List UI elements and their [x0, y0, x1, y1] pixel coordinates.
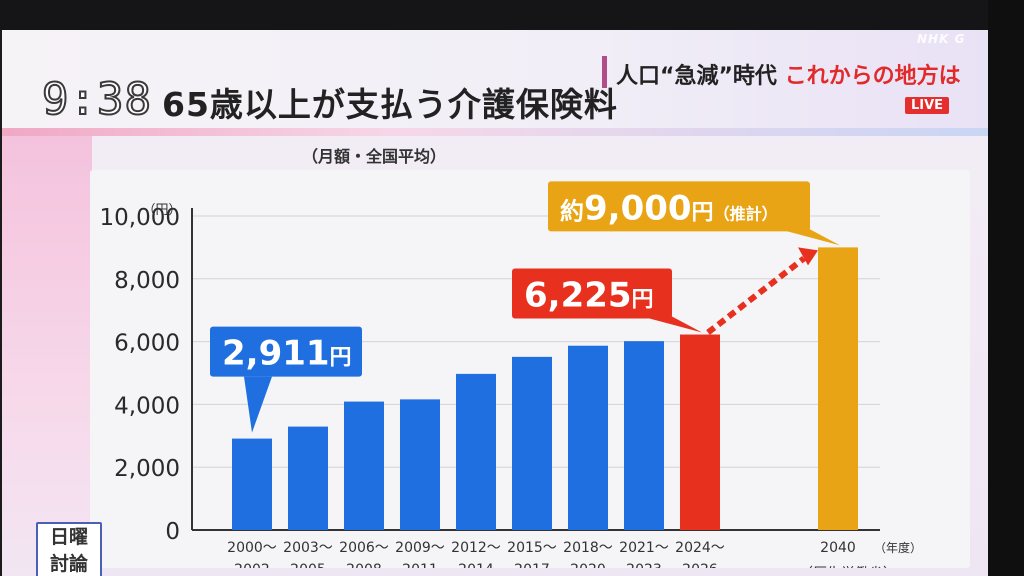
broadcast-clock: 9:38 — [41, 73, 152, 126]
x-tick-label: 2006～ — [339, 540, 389, 556]
x-tick-label: 2023 — [626, 562, 662, 568]
tv-bezel-top — [0, 0, 1024, 30]
x-tick-label: 2005 — [290, 562, 326, 568]
callout-pointer — [642, 316, 702, 333]
callout-box — [548, 181, 810, 232]
program-label: 日曜 討論 — [36, 522, 102, 576]
topic-text: 人口“急減”時代 これからの地方は — [616, 58, 961, 90]
callout-box — [512, 268, 672, 319]
live-badge: LIVE — [905, 97, 950, 114]
bar — [624, 341, 664, 530]
x-tick-label: 2009～ — [395, 540, 445, 556]
chart-panel: 0 2,000 4,000 6,000 8,000 10,000（円） 2000～ 2002 2… — [90, 170, 970, 568]
bar — [568, 345, 608, 530]
page-title: 65歳以上が支払う介護保険料 — [162, 85, 618, 124]
program-label-line2: 討論 — [49, 553, 88, 575]
bar — [288, 426, 328, 530]
y-tick-label: 8,000 — [114, 268, 180, 294]
side-decoration — [2, 136, 92, 576]
tv-screen: 9:38 65歳以上が支払う介護保険料 （月額・全国平均） 人口“急減”時代 こ… — [2, 30, 988, 576]
callout-label: 約9,000円（推計） — [560, 188, 778, 228]
x-tick-label: 2020 — [570, 562, 606, 568]
x-tick-label: 2017 — [514, 562, 550, 568]
x-tick-label: 2014 — [458, 562, 494, 568]
channel-logo: NHK G — [917, 32, 966, 46]
topic-prefix: 人口“急減”時代 — [616, 64, 777, 89]
chart-subtitle: （月額・全国平均） — [302, 147, 447, 166]
callout-prefix: 約 — [560, 197, 584, 225]
topic-banner: 人口“急減”時代 これからの地方は — [602, 52, 988, 94]
y-tick-label: 6,000 — [114, 331, 180, 357]
callout-unit: 円 — [632, 288, 654, 313]
x-tick-label: 2015～ — [507, 540, 557, 556]
y-axis-unit: （円） — [142, 203, 181, 218]
topic-highlight: これからの地方は — [784, 64, 961, 89]
x-tick-label: 2024～ — [675, 540, 725, 556]
header-band — [2, 30, 988, 134]
bar — [232, 438, 272, 530]
x-tick-label: 2011 — [402, 562, 438, 568]
callout-unit: 円 — [692, 200, 714, 225]
callout-pointer — [780, 229, 840, 246]
callout-label: 2,911円 — [222, 334, 352, 374]
x-tick-label: 2040 — [820, 540, 856, 556]
source-label: （厚生労働省） — [799, 566, 897, 568]
x-tick-label: 2008 — [346, 562, 382, 568]
callout-pointer — [244, 376, 272, 433]
x-tick-label: 2000～ — [227, 540, 277, 556]
trend-arrow-line — [706, 256, 806, 335]
callout-note: （推計） — [714, 204, 778, 223]
y-tick-label: 2,000 — [114, 456, 180, 482]
tv-bezel-right — [988, 0, 1024, 576]
x-tick-label: 2026 — [682, 562, 718, 568]
topic-accent-bar — [602, 56, 607, 88]
callout-unit: 円 — [330, 346, 352, 371]
callout-value: 2,911 — [222, 334, 330, 374]
callout-value: 6,225 — [524, 276, 632, 316]
callout-label: 6,225円 — [524, 276, 654, 316]
x-tick-label: 2021～ — [619, 540, 669, 556]
bar — [680, 334, 720, 530]
trend-arrow-head — [798, 247, 818, 266]
bar — [818, 247, 858, 530]
bar — [344, 401, 384, 530]
x-tick-label: 2018～ — [563, 540, 613, 556]
bar-chart: 0 2,000 4,000 6,000 8,000 10,000（円） 2000～ 2002 2… — [100, 181, 922, 568]
y-tick-label: 4,000 — [114, 393, 180, 419]
x-tick-label: 2003～ — [283, 540, 333, 556]
accent-strip — [2, 128, 988, 136]
bar — [456, 373, 496, 530]
x-tick-label: 2012～ — [451, 540, 501, 556]
x-tick-label: 2002 — [234, 562, 270, 568]
y-tick-label: 0 — [165, 519, 180, 545]
y-tick-label: 10,000 — [100, 205, 180, 231]
bar — [400, 399, 440, 530]
callout-value: 9,000 — [584, 188, 692, 228]
bar — [512, 356, 552, 530]
callout-box — [210, 326, 362, 377]
x-axis-unit: （年度） — [874, 540, 922, 555]
program-label-line1: 日曜 — [49, 526, 88, 548]
